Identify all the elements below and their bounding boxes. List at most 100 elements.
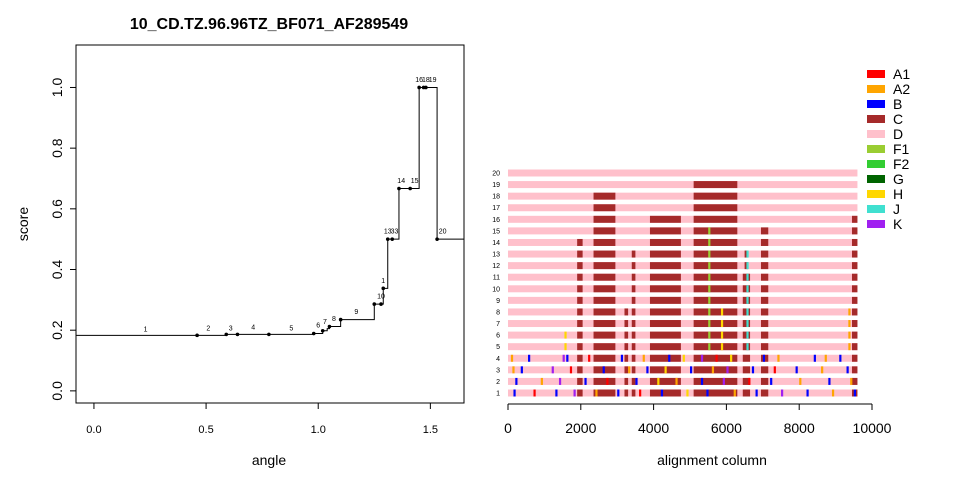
segment-C: [693, 181, 738, 189]
mark-K: [700, 354, 704, 362]
segment-C: [593, 377, 616, 385]
legend-label-C: C: [893, 111, 903, 127]
x-axis-label-alignment: alignment column: [657, 452, 767, 468]
segment-C: [593, 343, 616, 351]
segment-C: [760, 250, 769, 258]
segment-C: [851, 262, 858, 270]
row-label: 5: [496, 344, 500, 351]
score-point: [397, 186, 401, 191]
mark-A2: [831, 389, 835, 397]
mark-B: [755, 389, 758, 397]
sequence-bar: [508, 343, 858, 351]
segment-C: [760, 262, 769, 270]
row-label: 20: [492, 171, 500, 178]
legend-label-A1: A1: [893, 66, 910, 82]
legend-label-F2: F2: [893, 156, 910, 172]
score-point: [417, 85, 421, 90]
segment-C: [631, 250, 636, 258]
mark-B: [584, 377, 587, 385]
mark-F1: [708, 262, 711, 270]
x-tick-label: 4000: [638, 420, 669, 436]
mark-A2: [848, 308, 851, 316]
row-label: 8: [496, 309, 500, 316]
segment-C: [631, 366, 636, 374]
segment-C: [593, 331, 616, 339]
y-tick-label: 0.2: [49, 320, 65, 340]
plot-frame: [75, 44, 465, 404]
segment-C: [693, 215, 738, 223]
segment-C: [577, 308, 583, 316]
mark-A2: [642, 354, 645, 362]
score-point: [435, 237, 439, 241]
mark-A2: [848, 331, 851, 339]
mark-F1: [708, 238, 711, 246]
segment-C: [693, 238, 738, 246]
x-tick-label: 0: [504, 420, 512, 436]
mark-H: [730, 354, 733, 362]
row-label: 2: [496, 379, 500, 386]
segment-C: [760, 238, 769, 246]
mark-B: [762, 354, 765, 362]
segment-C: [577, 262, 583, 270]
segment-C: [593, 250, 616, 258]
segment-C: [577, 377, 583, 385]
x-axis-label: angle: [252, 452, 286, 468]
sequence-bar: [508, 273, 858, 281]
mark-A1: [588, 354, 591, 362]
segment-C: [649, 320, 681, 328]
sequence-bar: [508, 169, 858, 177]
segment-C: [649, 238, 681, 246]
segment-C: [593, 238, 616, 246]
segment-C: [760, 308, 769, 316]
mark-K: [573, 389, 576, 397]
segment-C: [742, 377, 751, 385]
segment-C: [851, 215, 858, 223]
row-label: 3: [496, 367, 500, 374]
segment-C: [760, 273, 769, 281]
segment-C: [851, 377, 858, 385]
segment-C: [593, 389, 616, 397]
segment-C: [631, 354, 636, 362]
mark-H: [720, 331, 724, 339]
mark-B: [668, 354, 671, 362]
segment-C: [649, 273, 681, 281]
y-axis: 0.0 0.2 0.4 0.6 0.8 1.0: [49, 78, 76, 401]
segment-C: [624, 308, 629, 316]
x-tick-label: 8000: [784, 420, 815, 436]
sequence-bar: [508, 285, 858, 293]
segment-C: [577, 320, 583, 328]
mark-K: [551, 366, 554, 374]
mark-B: [660, 389, 664, 397]
segment-C: [631, 389, 636, 397]
mark-B: [620, 354, 624, 362]
segment-C: [693, 296, 738, 304]
score-point: [320, 328, 325, 333]
segment-C: [851, 238, 858, 246]
sequence-bar: [508, 296, 858, 304]
legend-label-A2: A2: [893, 81, 910, 97]
sequence-bar: [508, 227, 858, 235]
mark-A2: [777, 354, 780, 362]
segment-C: [649, 343, 681, 351]
segment-C: [693, 250, 738, 258]
mark-B: [617, 389, 620, 397]
row-label: 17: [492, 205, 500, 212]
segment-C: [577, 389, 583, 397]
score-step-series: [76, 86, 464, 336]
mark-A2: [595, 389, 598, 397]
segment-C: [624, 354, 629, 362]
segment-C: [631, 273, 636, 281]
legend-swatch-A1: [867, 70, 885, 78]
score-point: [381, 286, 386, 291]
legend-swatch-F2: [867, 160, 885, 168]
row-label: 13: [492, 252, 500, 259]
mark-F1: [708, 308, 711, 316]
point-label: 33: [391, 229, 399, 236]
segment-C: [760, 343, 769, 351]
point-label: 7: [323, 319, 327, 326]
segment-C: [649, 250, 681, 258]
legend-label-D: D: [893, 126, 903, 142]
segment-C: [693, 262, 738, 270]
mark-B: [646, 366, 649, 374]
mark-A2: [711, 366, 715, 374]
